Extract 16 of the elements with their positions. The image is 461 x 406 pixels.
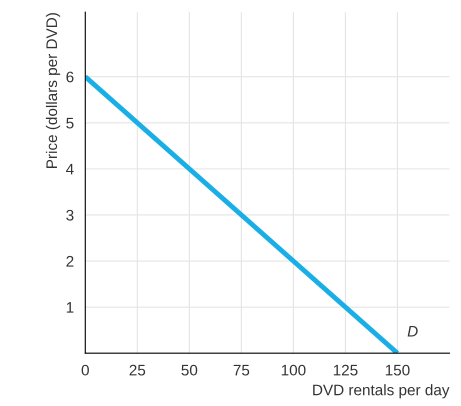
annotation: D xyxy=(408,326,418,337)
y-tick-label: 1 xyxy=(66,302,74,313)
x-tick-label: 75 xyxy=(234,364,250,376)
x-axis-title: DVD rentals per day xyxy=(313,384,450,398)
x-tick-label: 25 xyxy=(130,364,146,376)
x-tick-label: 0 xyxy=(82,364,89,376)
x-tick-label: 50 xyxy=(181,364,198,376)
x-tick-label: 125 xyxy=(334,364,358,376)
x-tick-label: 100 xyxy=(282,364,306,376)
x-tick-label: 150 xyxy=(386,364,410,376)
y-tick-label: 5 xyxy=(66,118,74,128)
y-tick-label: 2 xyxy=(66,256,74,267)
y-tick-label: 6 xyxy=(66,72,74,82)
y-tick-label: 3 xyxy=(66,210,74,221)
y-tick-label: 4 xyxy=(66,164,74,174)
y-axis-title: Price (dollars per DVD) xyxy=(46,13,60,168)
